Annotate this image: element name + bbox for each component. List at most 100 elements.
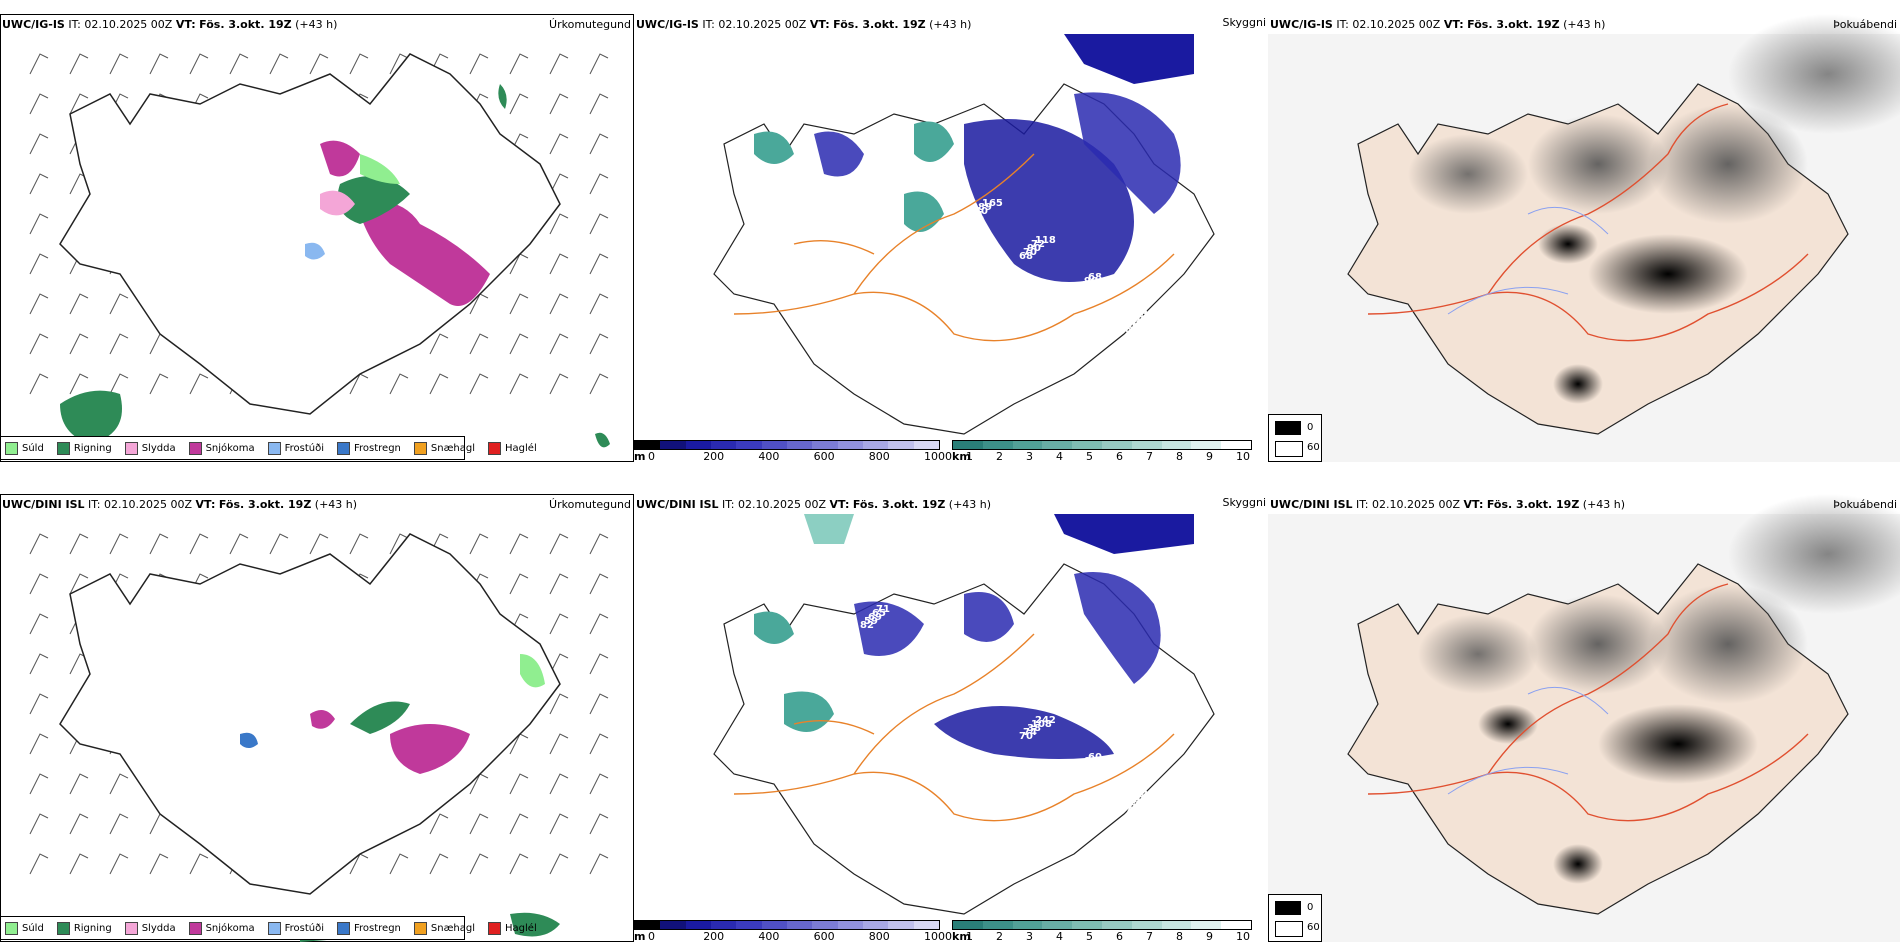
wind-barb <box>149 853 169 875</box>
colorbar-unit: km <box>952 450 971 462</box>
colorbar-tick: 3 <box>1026 450 1033 462</box>
legend-label: Frostúði <box>284 922 324 934</box>
wind-barb <box>589 693 609 715</box>
ceiling-label: 48 <box>819 91 833 102</box>
ceiling-label: 68 <box>1019 251 1033 262</box>
legend-swatch <box>337 441 350 455</box>
ceiling-label: 60 <box>1125 325 1139 336</box>
wind-barb <box>109 333 129 355</box>
ceiling-label: 61 <box>970 210 984 221</box>
wind-barb <box>549 293 569 315</box>
ceiling-label: 77 <box>966 214 980 225</box>
ceiling-label: 67 <box>921 169 935 180</box>
wind-barb <box>549 773 569 795</box>
wind-barb <box>69 293 89 315</box>
wind-barb <box>149 373 169 395</box>
colorbar-tick: 1 <box>966 450 973 462</box>
ceiling-label: 30 <box>970 690 984 701</box>
wind-barb <box>29 773 49 795</box>
wind-barb <box>29 333 49 355</box>
ceiling-label: 75 <box>1080 760 1094 771</box>
wind-barb <box>589 293 609 315</box>
legend-swatch <box>488 921 502 935</box>
wind-barb <box>109 533 129 555</box>
wind-barb <box>549 693 569 715</box>
legend-item-slydda: Slydda <box>124 441 176 455</box>
wind-barb <box>29 253 49 275</box>
ceiling-label: 47 <box>860 140 874 151</box>
wind-barb <box>189 853 209 875</box>
ceiling-label: 69 <box>868 612 882 623</box>
legend-label: Snjókoma <box>205 442 255 454</box>
ceiling-label: 70 <box>1023 247 1037 258</box>
ceiling-label: 46 <box>929 641 943 652</box>
legend-item-snæhagl: Snæhagl <box>413 441 476 455</box>
ceiling-label: 36 <box>1141 309 1155 320</box>
colorbar-tick: 7 <box>1146 930 1153 942</box>
legend-swatch <box>124 441 138 455</box>
ceiling-label: 68 <box>1088 272 1102 283</box>
panel-title: UWC/DINI ISL IT: 02.10.2025 00Z VT: Fös.… <box>636 498 992 511</box>
colorbar-tick: 5 <box>1086 450 1093 462</box>
panel-precip-type-igis: UWC/IG-IS IT: 02.10.2025 00Z VT: Fös. 3.… <box>0 14 634 462</box>
wind-barb <box>549 133 569 155</box>
colorbar-unit: km <box>952 930 971 942</box>
wind-barb <box>29 213 49 235</box>
wind-barb <box>29 133 49 155</box>
visibility-map: 6098473077768966066107339661705146586461… <box>713 34 1215 435</box>
ceiling-label: 90 <box>1084 276 1098 287</box>
colorbar-tick: 0 <box>648 450 655 462</box>
wind-barb <box>69 533 89 555</box>
panel-fog-dini: UWC/DINI ISL IT: 02.10.2025 00Z VT: Fös.… <box>1268 494 1900 942</box>
legend-label: Rigning <box>73 922 112 934</box>
ceiling-label: 101 <box>982 678 1003 689</box>
wind-barb <box>29 93 49 115</box>
panel-label: Úrkomutegund <box>549 18 631 31</box>
panel-label: Skyggni <box>1222 16 1266 29</box>
fog-legend-high: 0 <box>1307 902 1314 913</box>
wind-barb <box>549 613 569 635</box>
ceiling-label: 80 <box>974 206 988 217</box>
wind-barb <box>69 373 89 395</box>
precip-map <box>0 494 634 942</box>
ceiling-label: 106 <box>1076 764 1097 775</box>
ceiling-label: 74 <box>1023 727 1037 738</box>
wind-barb <box>309 533 329 555</box>
ceiling-label: 29 <box>1141 789 1155 800</box>
wind-barb <box>429 853 449 875</box>
wind-barb <box>69 93 89 115</box>
wind-barb <box>549 53 569 75</box>
wind-barb <box>589 333 609 355</box>
panel-title: UWC/IG-IS IT: 02.10.2025 00Z VT: Fös. 3.… <box>1270 18 1606 31</box>
legend-swatch <box>188 441 202 455</box>
wind-barb <box>469 813 489 835</box>
wind-barb <box>429 813 449 835</box>
wind-barb <box>589 573 609 595</box>
colorbar-tick: 400 <box>758 930 780 942</box>
ceiling-label: 80 <box>1084 756 1098 767</box>
wind-barb <box>189 533 209 555</box>
wind-barb <box>69 773 89 795</box>
legend-label: Snæhagl <box>430 442 476 454</box>
ceiling-label: 91 <box>913 657 927 668</box>
legend-label: Haglél <box>505 922 537 934</box>
precip-areas <box>240 654 560 942</box>
ceiling-label: 96 <box>917 173 931 184</box>
ceiling-label: 76 <box>876 124 890 135</box>
wind-barb <box>549 253 569 275</box>
legend-item-rigning: Rigning <box>56 921 112 935</box>
visibility-ticks: km 1 2 3 4 5 6 7 8 9 10 <box>952 450 1252 462</box>
ceiling-label: 58 <box>762 358 776 369</box>
wind-barb <box>349 533 369 555</box>
wind-barb <box>29 853 49 875</box>
legend-item-snjókoma: Snjókoma <box>188 921 255 935</box>
ceiling-label: 239 <box>815 575 836 586</box>
ceiling-label: 144 <box>978 682 999 693</box>
wind-barb <box>589 853 609 875</box>
fog-map <box>1268 494 1900 942</box>
legend-swatch <box>413 441 427 455</box>
colorbar-tick: 8 <box>1176 450 1183 462</box>
wind-barb <box>229 53 249 75</box>
panel-visibility-igis: UWC/IG-IS IT: 02.10.2025 00Z VT: Fös. 3.… <box>634 14 1268 462</box>
precip-legend: Súld Rigning Slydda Snjókoma Frostúði Frostre… <box>0 436 537 460</box>
